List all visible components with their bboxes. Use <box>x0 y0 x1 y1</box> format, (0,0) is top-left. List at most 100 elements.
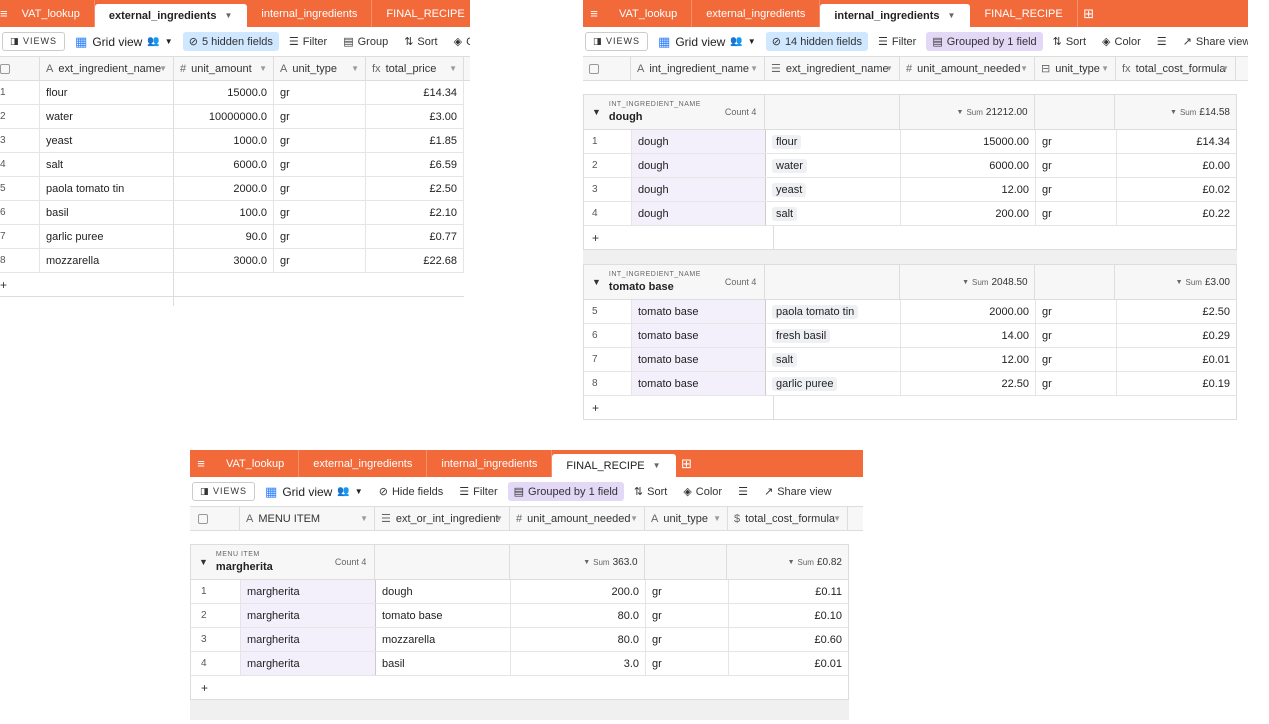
unit-amount-needed-cell[interactable]: 22.50 <box>901 372 1036 395</box>
group-sum-cost[interactable]: ▼ Sum £0.82 <box>727 545 848 579</box>
chevron-down-icon[interactable]: ▼ <box>713 514 721 523</box>
group-sum-cost[interactable]: ▼ Sum £14.58 <box>1115 95 1236 129</box>
column-header-total-cost-formula[interactable]: $ total_cost_formula ▼ <box>728 507 848 530</box>
total-cost-formula-cell[interactable]: £0.01 <box>1202 353 1230 366</box>
int-ingredient-name-cell[interactable]: dough <box>632 178 766 201</box>
unit-amount-cell[interactable]: 3000.0 <box>174 249 274 272</box>
grid-view-selector[interactable]: ▦ Grid view 👥 ▼ <box>75 34 173 50</box>
hamburger-menu-icon[interactable]: ≡ <box>590 6 598 21</box>
unit-type-cell[interactable]: gr <box>1036 348 1117 371</box>
int-ingredient-name-cell[interactable]: tomato base <box>632 348 766 371</box>
total-cost-formula-cell[interactable]: £2.50 <box>1202 305 1230 318</box>
select-all-checkbox[interactable] <box>198 513 208 524</box>
tab-internal-ingredients[interactable]: internal_ingredients <box>427 450 553 477</box>
ext-ingredient-name-cell[interactable]: garlic puree <box>40 225 174 248</box>
share-view-button[interactable]: ↗ Share view <box>1177 32 1248 51</box>
total-price-cell[interactable]: £3.00 <box>366 105 464 128</box>
tab-external-ingredients[interactable]: external_ingredients ▼ <box>94 4 248 27</box>
ext-ingredient-name-cell[interactable]: water <box>40 105 174 128</box>
unit-amount-cell[interactable]: 15000.0 <box>174 81 274 104</box>
linked-record-chip[interactable]: salt <box>772 352 798 367</box>
chevron-down-icon[interactable]: ▼ <box>652 461 661 470</box>
unit-amount-cell[interactable]: 100.0 <box>174 201 274 224</box>
add-table-icon[interactable]: ⊞ <box>1083 5 1095 21</box>
add-record-icon[interactable]: + <box>592 400 600 415</box>
sort-button[interactable]: ⇅ Sort <box>1047 32 1092 51</box>
unit-type-cell[interactable]: gr <box>274 105 366 128</box>
select-all-cell[interactable] <box>190 507 240 530</box>
sort-button[interactable]: ⇅ Sort <box>398 32 443 51</box>
int-ingredient-name-cell[interactable]: tomato base <box>632 300 766 323</box>
hamburger-menu-icon[interactable]: ≡ <box>197 456 205 471</box>
menu-item-cell[interactable]: margherita <box>241 604 376 627</box>
add-record-row[interactable]: + <box>583 395 1237 420</box>
unit-amount-cell[interactable]: 1000.0 <box>174 129 274 152</box>
add-record-row[interactable]: + <box>0 273 464 297</box>
chevron-down-icon[interactable]: ▼ <box>962 278 969 286</box>
unit-type-cell[interactable]: gr <box>1036 178 1117 201</box>
int-ingredient-name-cell[interactable]: tomato base <box>632 324 766 347</box>
column-header-unit-amount-needed[interactable]: # unit_amount_needed ▼ <box>510 507 645 530</box>
column-header-unit-amount-needed[interactable]: # unit_amount_needed ▼ <box>900 57 1035 80</box>
color-button[interactable]: ◈C <box>448 32 470 51</box>
unit-amount-needed-cell[interactable]: 200.00 <box>901 202 1036 225</box>
chevron-down-icon[interactable]: ▼ <box>360 514 368 523</box>
views-button[interactable]: ◨ VIEWS <box>192 482 256 501</box>
unit-amount-needed-cell[interactable]: 3.0 <box>511 652 646 675</box>
int-ingredient-name-cell[interactable]: dough <box>632 154 766 177</box>
collapse-caret-icon[interactable]: ▼ <box>592 277 601 287</box>
linked-record-chip[interactable]: water <box>772 158 807 173</box>
sort-button[interactable]: ⇅ Sort <box>628 482 673 501</box>
total-cost-formula-cell[interactable]: £14.34 <box>1196 135 1230 148</box>
tab-internal-ingredients[interactable]: internal_ingredients <box>247 0 373 27</box>
row-height-button[interactable]: ☰ <box>732 482 754 501</box>
chevron-down-icon[interactable]: ▼ <box>159 64 167 73</box>
unit-type-cell[interactable]: gr <box>274 201 366 224</box>
total-cost-formula-cell[interactable]: £0.19 <box>1202 377 1230 390</box>
column-header-ext-or-int-ingredient[interactable]: ☰ ext_or_int_ingredient ▼ <box>375 507 510 530</box>
ext-ingredient-name-cell[interactable]: mozzarella <box>40 249 174 272</box>
total-price-cell[interactable]: £2.50 <box>366 177 464 200</box>
chevron-down-icon[interactable]: ▼ <box>224 11 233 20</box>
group-header[interactable]: ▼ INT_INGREDIENT_NAME dough Count 4 ▼ Sum 2121… <box>583 94 1237 130</box>
grouped-by-button[interactable]: ▤ Grouped by 1 field <box>926 32 1043 51</box>
column-header-total-price[interactable]: fx total_price ▼ <box>366 57 464 80</box>
ext-ingredient-name-cell[interactable]: flour <box>40 81 174 104</box>
group-sum-amount[interactable]: ▼ Sum 363.0 <box>510 545 645 579</box>
chevron-down-icon[interactable]: ▼ <box>1170 108 1177 116</box>
ingredient-link-cell[interactable]: dough <box>376 580 511 603</box>
ext-ingredient-name-cell[interactable]: basil <box>40 201 174 224</box>
ext-ingredient-link-cell[interactable]: yeast <box>766 178 901 201</box>
select-all-cell[interactable] <box>583 57 631 80</box>
chevron-down-icon[interactable]: ▼ <box>947 11 956 20</box>
tab-final-recipe[interactable]: FINAL_RECIPE ▼ <box>552 454 676 477</box>
linked-record-chip[interactable]: flour <box>772 134 802 149</box>
add-record-row[interactable]: + <box>190 676 849 700</box>
group-button[interactable]: ▤ Group <box>337 32 394 51</box>
chevron-down-icon[interactable]: ▼ <box>1020 64 1028 73</box>
share-view-button[interactable]: ↗ Share view <box>758 482 838 501</box>
group-label-cell[interactable]: ▼ INT_INGREDIENT_NAME tomato base Count 4 <box>584 265 766 299</box>
total-price-cell[interactable]: £2.10 <box>366 201 464 224</box>
unit-amount-needed-cell[interactable]: 12.00 <box>901 348 1036 371</box>
menu-item-cell[interactable]: margherita <box>241 580 376 603</box>
tab-vat-lookup[interactable]: VAT_lookup <box>212 450 300 477</box>
ingredient-link-cell[interactable]: basil <box>376 652 511 675</box>
ingredient-link-cell[interactable]: tomato base <box>376 604 511 627</box>
group-sum-amount[interactable]: ▼ Sum 2048.50 <box>900 265 1035 299</box>
total-price-cell[interactable]: £1.85 <box>366 129 464 152</box>
unit-amount-needed-cell[interactable]: 6000.00 <box>901 154 1036 177</box>
filter-button[interactable]: ☰ Filter <box>283 32 333 51</box>
color-button[interactable]: ◈ Color <box>1096 32 1147 51</box>
unit-amount-needed-cell[interactable]: 80.0 <box>511 628 646 651</box>
hamburger-menu-icon[interactable]: ≡ <box>0 6 8 21</box>
unit-type-cell[interactable]: gr <box>646 580 729 603</box>
unit-type-cell[interactable]: gr <box>274 225 366 248</box>
chevron-down-icon[interactable]: ▼ <box>583 558 591 566</box>
tab-vat-lookup[interactable]: VAT_lookup <box>605 0 693 27</box>
unit-type-cell[interactable]: gr <box>1036 324 1117 347</box>
chevron-down-icon[interactable]: ▼ <box>630 514 638 523</box>
hidden-fields-button[interactable]: ⊘ 14 hidden fields <box>765 32 868 51</box>
